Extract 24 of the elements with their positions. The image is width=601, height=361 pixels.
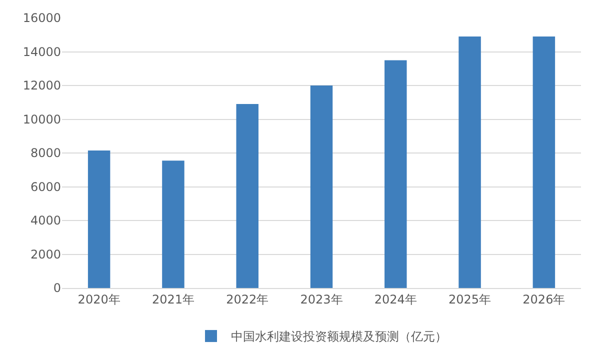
x-tick-label: 2025年 bbox=[448, 292, 492, 306]
x-tick-label: 2024年 bbox=[374, 292, 417, 306]
y-tick-label: 12000 bbox=[22, 78, 61, 93]
bar bbox=[310, 86, 333, 288]
bar bbox=[162, 160, 184, 288]
y-tick-label: 10000 bbox=[22, 112, 61, 126]
x-tick-label: 2023年 bbox=[300, 292, 343, 306]
x-tick-label: 2020年 bbox=[78, 292, 120, 306]
y-tick-label: 6000 bbox=[30, 180, 61, 194]
y-tick-label: 0 bbox=[53, 281, 61, 296]
x-tick-label: 2021年 bbox=[152, 292, 194, 306]
y-tick-label: 4000 bbox=[30, 214, 61, 228]
y-tick-label: 2000 bbox=[30, 247, 61, 262]
bar bbox=[458, 36, 481, 288]
bar bbox=[532, 36, 556, 288]
bar bbox=[236, 104, 258, 288]
y-tick-label: 8000 bbox=[30, 146, 61, 160]
x-tick-label: 2026年 bbox=[522, 292, 566, 306]
y-tick-label: 14000 bbox=[22, 44, 61, 59]
legend-label: 中国水利建设投资额规模及预测（亿元） bbox=[231, 330, 447, 344]
bar bbox=[384, 60, 407, 288]
x-tick-label: 2022年 bbox=[226, 292, 269, 306]
y-tick-label: 16000 bbox=[22, 11, 61, 26]
bar bbox=[88, 150, 110, 288]
